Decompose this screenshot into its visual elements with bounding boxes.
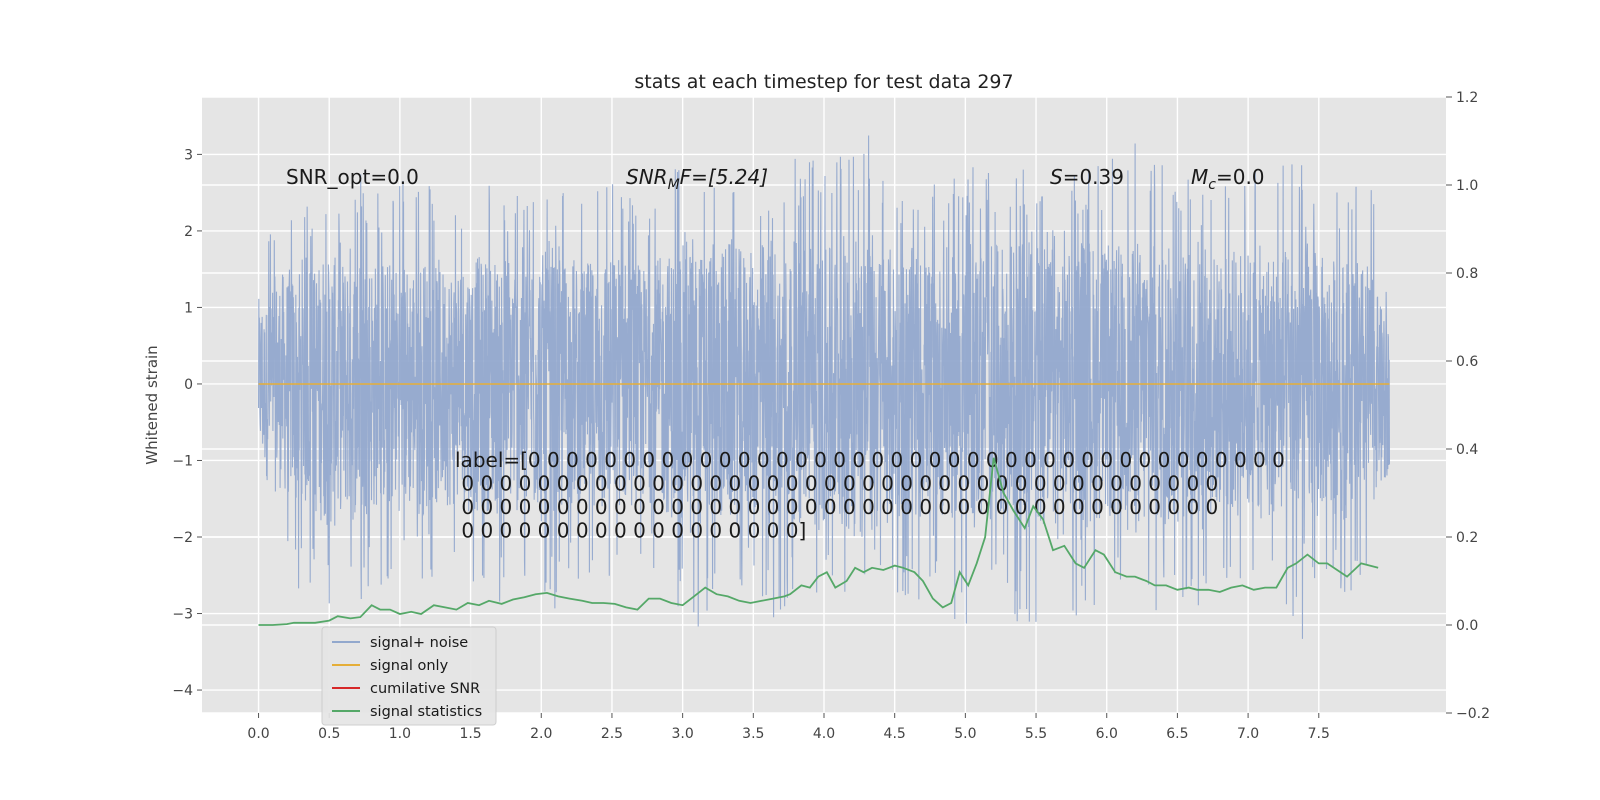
y-tick-label: 3 [184,147,193,163]
y2-tick-label: 1.2 [1456,90,1478,106]
mc-sub: c [1208,177,1216,193]
s-annotation: S=0.39 [1050,165,1124,189]
chart-title: stats at each timestep for test data 297 [634,71,1013,93]
x-tick-label: 2.0 [530,726,552,742]
x-tick-label: 6.0 [1096,726,1118,742]
y-tick-label: 0 [184,377,193,393]
x-tick-label: 0.5 [318,726,340,742]
x-tick-label: 0.0 [247,726,269,742]
y2-tick-label: 0.2 [1456,530,1478,546]
y2-tick-label: 0.4 [1456,442,1478,458]
y2-tick-label: 0.0 [1456,618,1478,634]
x-tick-label: 3.5 [742,726,764,742]
label-line: 0 0 0 0 0 0 0 0 0 0 0 0 0 0 0 0 0 0 0 0 … [455,495,1218,519]
label-annotation: label=[0 0 0 0 0 0 0 0 0 0 0 0 0 0 0 0 0… [455,448,1285,543]
x-tick-label: 3.0 [672,726,694,742]
label-line: 0 0 0 0 0 0 0 0 0 0 0 0 0 0 0 0 0 0] [455,519,806,543]
mc-var: M [1191,165,1208,189]
y2-tick-label: 1.0 [1456,178,1478,194]
x-tick-label: 5.5 [1025,726,1047,742]
x-tick-label: 1.0 [389,726,411,742]
label-line: label=[0 0 0 0 0 0 0 0 0 0 0 0 0 0 0 0 0… [455,448,1285,472]
snr-mf-var: SNR [626,165,668,189]
y-tick-label: −4 [172,683,193,699]
x-tick-label: 7.0 [1237,726,1259,742]
x-tick-label: 6.5 [1166,726,1188,742]
mc-value: =0.0 [1216,165,1265,189]
series-signal-statistics [258,457,1379,626]
legend-entry: signal statistics [370,704,482,720]
label-line: 0 0 0 0 0 0 0 0 0 0 0 0 0 0 0 0 0 0 0 0 … [455,472,1218,496]
legend-entry: signal+ noise [370,635,468,651]
snr-mf-annotation: SNRMF=[5.24] [626,165,768,193]
y2-tick-label: 0.6 [1456,354,1478,370]
legend-box [321,626,497,726]
x-tick-label: 5.0 [954,726,976,742]
y2-tick-label: 0.8 [1456,266,1478,282]
series-signal-noise [258,135,1390,639]
legend-entry: cumilative SNR [370,681,480,697]
snr-mf-rest: F=[5.24] [680,165,768,189]
x-tick-label: 1.5 [459,726,481,742]
x-tick-label: 4.0 [813,726,835,742]
y-axis-label: Whitened strain [143,345,161,464]
y-tick-label: −1 [172,453,193,469]
x-tick-label: 7.5 [1308,726,1330,742]
s-var: S [1050,165,1063,189]
s-value: =0.39 [1063,165,1124,189]
y-tick-label: −2 [172,530,193,546]
snr-mf-sub: M [668,177,680,193]
legend: signal+ noise signal only cumilative SNR si… [321,626,497,726]
legend-entry: signal only [370,658,449,674]
y-tick-label: 1 [184,300,193,316]
x-tick-label: 4.5 [884,726,906,742]
x-tick-label: 2.5 [601,726,623,742]
snr-opt-annotation: SNR_opt=0.0 [286,165,419,189]
y-tick-label: 2 [184,224,193,240]
y-tick-label: −3 [172,607,193,623]
y2-tick-label: −0.2 [1456,706,1490,722]
mc-annotation: Mc=0.0 [1191,165,1265,193]
